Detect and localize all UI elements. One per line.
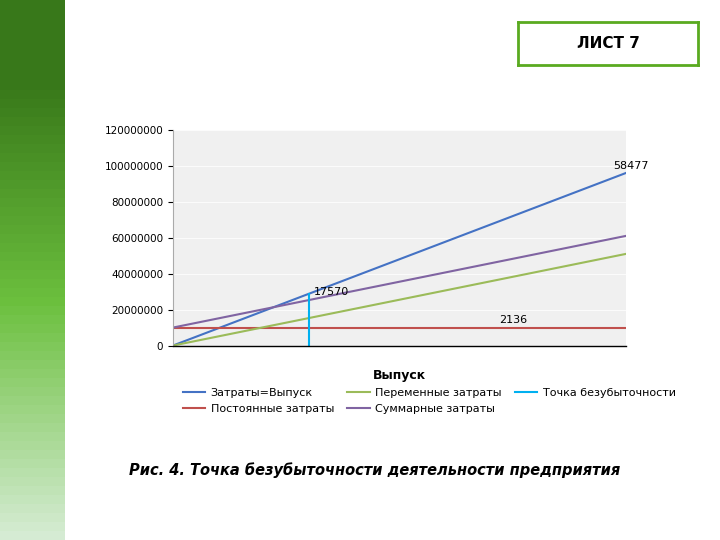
Text: 17570: 17570	[314, 287, 349, 297]
Bar	[0, 108, 65, 117]
Bar	[0, 324, 65, 333]
Bar	[0, 459, 65, 468]
Bar	[0, 9, 65, 18]
Bar	[0, 81, 65, 90]
Bar	[0, 0, 65, 9]
Bar	[0, 486, 65, 495]
Bar	[0, 441, 65, 450]
Bar	[0, 396, 65, 405]
Bar	[0, 315, 65, 324]
Bar	[0, 54, 65, 63]
Bar	[0, 171, 65, 180]
Text: 58477: 58477	[613, 161, 648, 171]
Bar	[0, 189, 65, 198]
Bar	[0, 72, 65, 81]
Bar	[0, 468, 65, 477]
Bar	[0, 423, 65, 432]
Text: Рис. 4. Точка безубыточности деятельности предприятия: Рис. 4. Точка безубыточности деятельност…	[129, 462, 620, 478]
Bar	[0, 495, 65, 504]
Text: 2136: 2136	[500, 315, 528, 325]
Text: 51368: 51368	[0, 539, 1, 540]
Bar	[0, 36, 65, 45]
Bar	[0, 414, 65, 423]
Точка безубыточности	[305, 342, 313, 349]
Bar	[0, 216, 65, 225]
Bar	[0, 477, 65, 486]
Bar	[0, 504, 65, 513]
Bar	[0, 198, 65, 207]
Bar	[0, 513, 65, 522]
Bar	[0, 99, 65, 108]
Bar	[0, 234, 65, 243]
Bar	[0, 126, 65, 135]
Bar	[0, 531, 65, 540]
Bar	[0, 18, 65, 27]
Bar	[0, 297, 65, 306]
Bar	[0, 351, 65, 360]
Bar	[0, 432, 65, 441]
Bar	[0, 180, 65, 189]
Bar	[0, 270, 65, 279]
Bar	[0, 153, 65, 162]
Bar	[0, 522, 65, 531]
Bar	[0, 333, 65, 342]
Bar	[0, 450, 65, 459]
Bar	[0, 360, 65, 369]
Bar	[0, 135, 65, 144]
Text: Выпуск: Выпуск	[373, 369, 426, 382]
Bar	[0, 261, 65, 270]
Bar	[0, 45, 65, 54]
Bar	[0, 288, 65, 297]
Bar	[0, 225, 65, 234]
Точка безубыточности	[305, 291, 313, 297]
Bar	[0, 144, 65, 153]
Bar	[0, 243, 65, 252]
Bar	[0, 27, 65, 36]
Bar	[0, 405, 65, 414]
Bar	[0, 369, 65, 378]
Bar	[0, 342, 65, 351]
Bar	[0, 90, 65, 99]
Bar	[0, 306, 65, 315]
Bar	[0, 162, 65, 171]
Bar	[0, 378, 65, 387]
Bar	[0, 279, 65, 288]
Bar	[0, 207, 65, 216]
Bar	[0, 252, 65, 261]
Text: ЛИСТ 7: ЛИСТ 7	[577, 36, 640, 51]
Bar	[0, 117, 65, 126]
Bar	[0, 387, 65, 396]
Legend: Затраты=Выпуск, Постоянные затраты, Переменные затраты, Суммарные затраты, Точка: Затраты=Выпуск, Постоянные затраты, Пере…	[179, 384, 680, 418]
Bar	[0, 63, 65, 72]
